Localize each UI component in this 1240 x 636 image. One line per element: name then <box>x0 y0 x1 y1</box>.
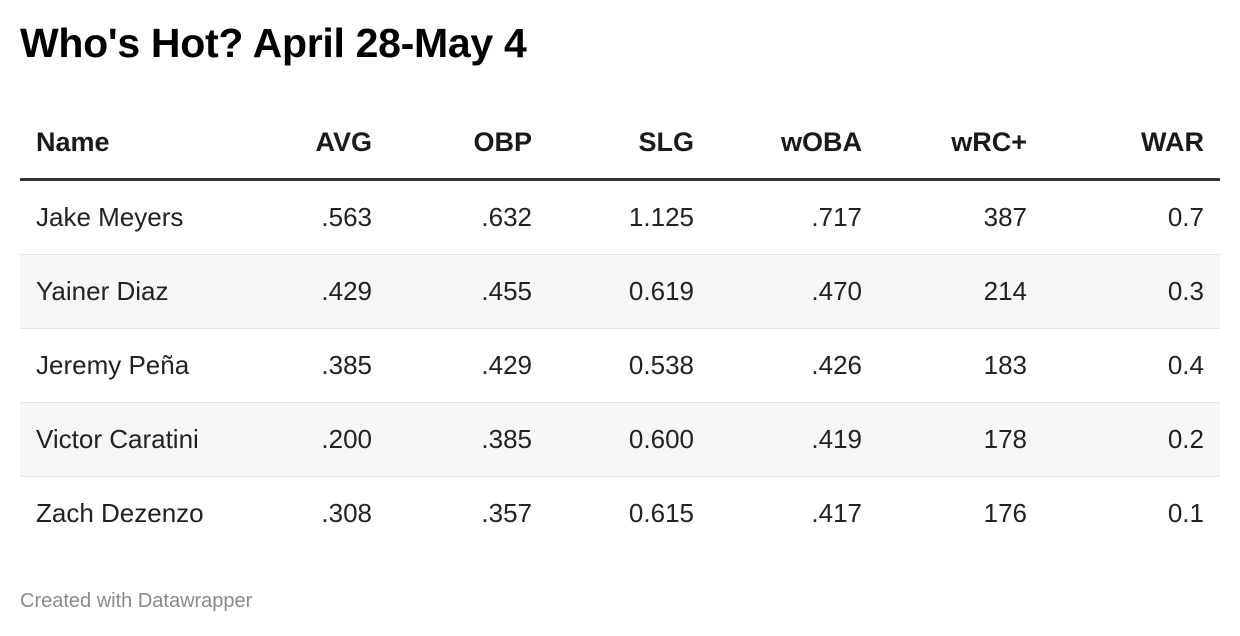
cell-wrc-plus: 183 <box>878 328 1043 403</box>
cell-wrc-plus: 176 <box>983 498 1027 528</box>
cell-wrc-plus: 178 <box>878 402 1043 477</box>
table-row: Zach Dezenzo .308 .357 0.615 .417 176 0.… <box>20 477 1220 551</box>
cell-war: 0.4 <box>1043 328 1220 403</box>
cell-avg: .200 <box>236 402 388 477</box>
cell-woba: .717 <box>710 179 878 255</box>
table-body: Jake Meyers .563 .632 1.125 .717 387 0.7… <box>20 179 1220 551</box>
cell-woba: .426 <box>710 328 878 403</box>
table-row: Yainer Diaz .429 .455 0.619 .470 214 0.3 <box>20 254 1220 329</box>
cell-obp: .357 <box>481 498 532 528</box>
chart-title: Who's Hot? April 28-May 4 <box>20 20 527 66</box>
cell-avg: .308 <box>321 498 372 528</box>
cell-wrc-plus: 214 <box>878 254 1043 329</box>
cell-obp: .455 <box>388 254 548 329</box>
header-row: Name AVG OBP SLG wOBA wRC+ WAR <box>20 106 1220 181</box>
cell-war: 0.1 <box>1167 498 1204 528</box>
column-header-woba[interactable]: wOBA <box>710 106 878 181</box>
column-header-name[interactable]: Name <box>20 106 236 181</box>
cell-name: Jake Meyers <box>20 179 236 255</box>
cell-obp: .429 <box>388 328 548 403</box>
cell-slg: 0.538 <box>548 328 710 403</box>
table-header: Name AVG OBP SLG wOBA wRC+ WAR <box>20 106 1220 181</box>
cell-woba: .419 <box>710 402 878 477</box>
cell-slg: 0.615 <box>628 498 694 528</box>
table-row: Victor Caratini .200 .385 0.600 .419 178… <box>20 402 1220 477</box>
cell-slg: 1.125 <box>548 179 710 255</box>
stats-table: Name AVG OBP SLG wOBA wRC+ WAR Jake Meye… <box>20 106 1220 550</box>
cell-war: 0.3 <box>1043 254 1220 329</box>
column-header-war[interactable]: WAR <box>1043 106 1220 181</box>
cell-woba: .470 <box>710 254 878 329</box>
column-header-slg[interactable]: SLG <box>548 106 710 181</box>
footer-credit[interactable]: Created with Datawrapper <box>20 590 253 612</box>
cell-obp: .385 <box>388 402 548 477</box>
column-header-wrc-plus[interactable]: wRC+ <box>878 106 1043 181</box>
cell-woba: .417 <box>811 498 862 528</box>
cell-avg: .385 <box>236 328 388 403</box>
cell-war: 0.7 <box>1043 179 1220 255</box>
cell-slg: 0.619 <box>548 254 710 329</box>
table-row: Jake Meyers .563 .632 1.125 .717 387 0.7 <box>20 179 1220 255</box>
cell-slg: 0.600 <box>548 402 710 477</box>
cell-obp: .632 <box>388 179 548 255</box>
cell-avg: .429 <box>236 254 388 329</box>
cell-name: Zach Dezenzo <box>36 498 204 528</box>
column-header-avg[interactable]: AVG <box>236 106 388 181</box>
cell-war: 0.2 <box>1043 402 1220 477</box>
cell-name: Jeremy Peña <box>20 328 236 403</box>
cell-name: Victor Caratini <box>20 402 236 477</box>
cell-wrc-plus: 387 <box>878 179 1043 255</box>
cell-avg: .563 <box>236 179 388 255</box>
table-row: Jeremy Peña .385 .429 0.538 .426 183 0.4 <box>20 328 1220 403</box>
column-header-obp[interactable]: OBP <box>388 106 548 181</box>
cell-name: Yainer Diaz <box>20 254 236 329</box>
